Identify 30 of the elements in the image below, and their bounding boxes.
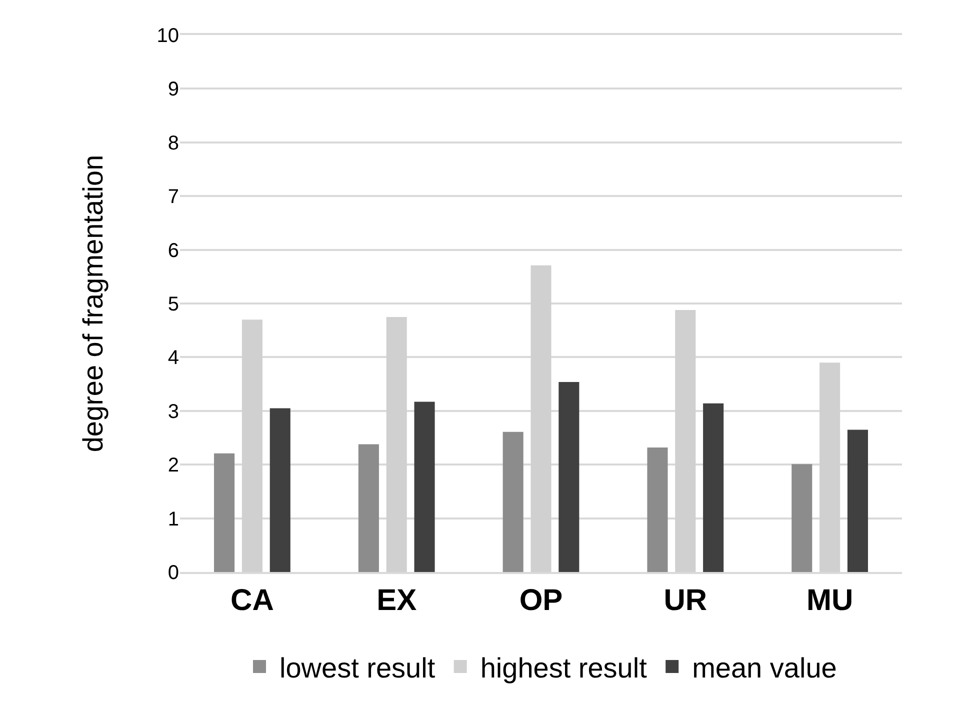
bar	[502, 432, 524, 572]
y-tick-label: 6	[168, 240, 179, 262]
x-tick-label: OP	[519, 584, 563, 617]
legend-label: highest result	[480, 652, 648, 684]
y-tick-label: 0	[168, 562, 179, 584]
y-tick-label: 7	[168, 186, 179, 208]
y-tick-label: 5	[168, 294, 179, 316]
bar	[558, 382, 580, 572]
bar	[703, 403, 724, 572]
bar	[214, 453, 235, 572]
x-tick-label: CA	[230, 584, 274, 617]
y-tick-label: 8	[168, 132, 179, 154]
x-tick-label: MU	[806, 584, 854, 617]
bar	[847, 430, 868, 572]
y-tick-label: 3	[168, 400, 179, 423]
y-tick-label: 1	[168, 508, 179, 530]
bar	[270, 408, 290, 572]
x-tick-label: UR	[664, 584, 708, 617]
y-tick-label: 10	[156, 25, 179, 47]
legend-label: mean value	[692, 652, 837, 684]
bar	[792, 464, 812, 572]
y-tick-label: 9	[168, 78, 179, 101]
y-tick-label: 2	[168, 454, 179, 477]
bar	[647, 447, 668, 572]
bar	[414, 402, 435, 572]
x-tick-label: EX	[376, 584, 417, 617]
bar	[358, 444, 379, 572]
y-axis-title: degree of fragmentation	[77, 154, 108, 452]
legend-label: lowest result	[280, 652, 436, 684]
y-tick-label: 4	[168, 347, 179, 370]
